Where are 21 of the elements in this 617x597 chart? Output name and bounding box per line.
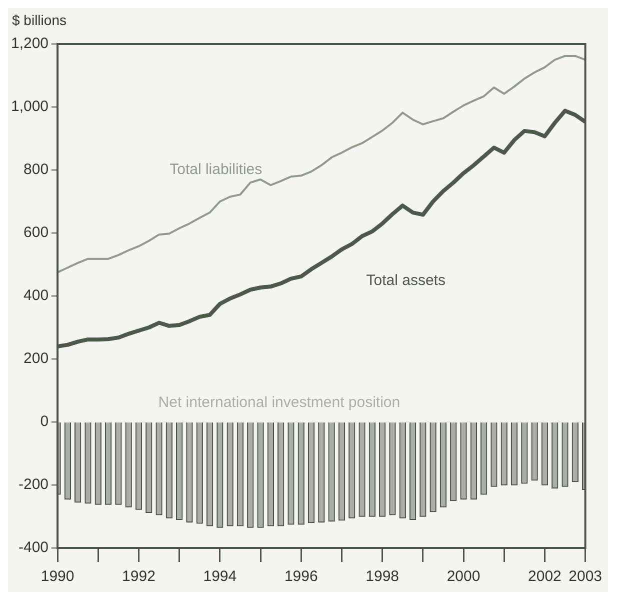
x-tick-label: 1998: [366, 568, 400, 586]
y-tick-label: 600: [24, 224, 49, 242]
x-tick-label: 1992: [122, 568, 156, 586]
y-tick-label: -200: [18, 476, 49, 494]
x-tick-label: 2000: [446, 568, 480, 586]
x-tick-label: 1990: [40, 568, 74, 586]
series-label: Total liabilities: [170, 161, 262, 178]
y-tick-label: 1,000: [10, 98, 49, 116]
y-tick-label: -400: [18, 539, 49, 556]
x-tick-label: 1994: [203, 568, 237, 586]
y-axis-title: $ billions: [11, 11, 68, 30]
y-tick-label: 800: [24, 161, 49, 178]
y-tick-label: 400: [24, 287, 49, 304]
text: Total assets: [366, 272, 446, 290]
y-tick-label: 200: [24, 350, 49, 368]
x-tick-label: 2002: [528, 568, 562, 586]
y-tick-label: 0: [40, 413, 49, 430]
series-label: Net international investment position: [158, 394, 400, 411]
x-tick-label: 2003: [568, 568, 602, 586]
y-tick-label: 1,200: [10, 35, 49, 52]
x-tick-label: 1996: [284, 568, 318, 586]
